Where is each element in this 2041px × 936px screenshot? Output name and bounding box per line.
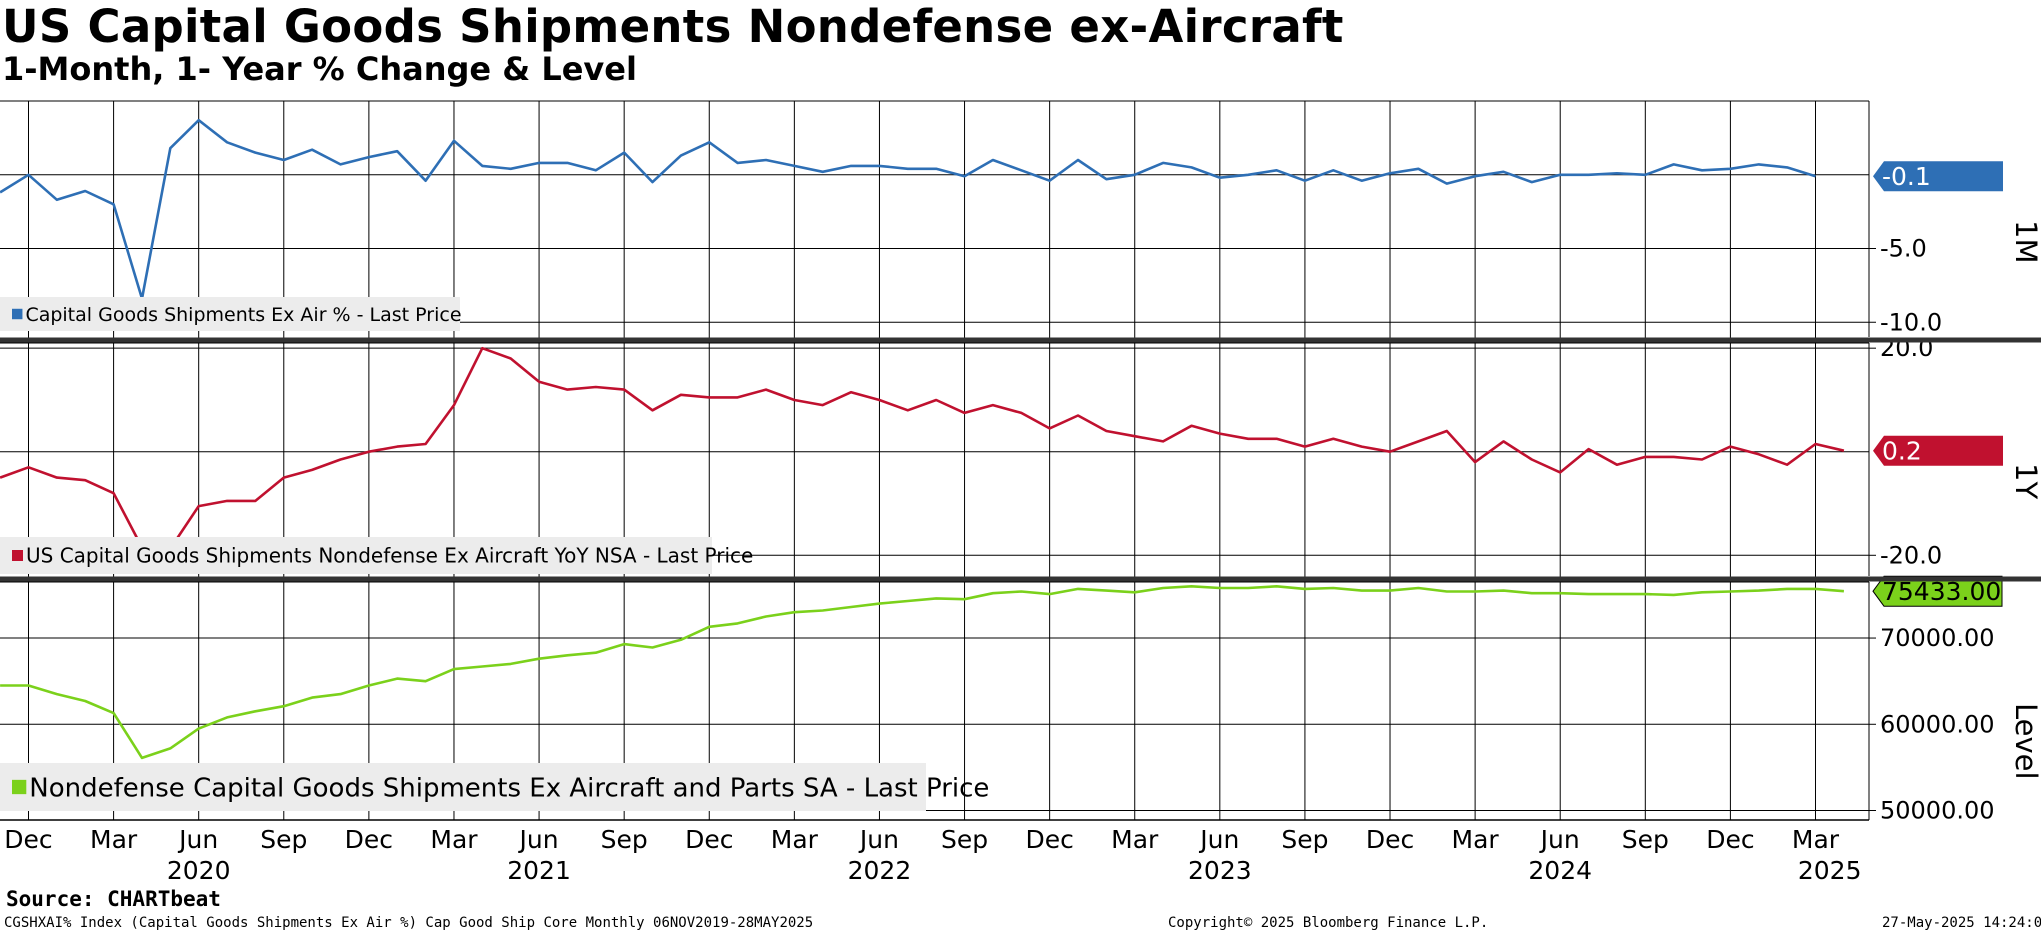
chart-subtitle: 1-Month, 1- Year % Change & Level	[2, 50, 637, 88]
legend-background	[0, 763, 926, 811]
y-tick-label: 70000.00	[1880, 624, 1995, 652]
last-price-marker	[1873, 161, 2003, 192]
legend: Capital Goods Shipments Ex Air % - Last …	[0, 297, 462, 331]
legend-background	[0, 537, 712, 574]
ticker-description: CGSHXAI% Index (Capital Goods Shipments …	[4, 915, 814, 931]
legend-label: Nondefense Capital Goods Shipments Ex Ai…	[29, 773, 989, 803]
x-tick-label: Mar	[1792, 825, 1840, 854]
x-year-label: 2023	[1188, 856, 1252, 885]
y-tick-label: 60000.00	[1880, 710, 1995, 738]
x-tick-label: Jun	[177, 825, 218, 854]
legend: US Capital Goods Shipments Nondefense Ex…	[0, 537, 753, 574]
last-price-value: -0.1	[1882, 162, 1931, 191]
series-line-1m	[0, 118, 1816, 300]
x-tick-label: Sep	[601, 825, 648, 854]
copyright: Copyright© 2025 Bloomberg Finance L.P.	[1168, 915, 1489, 931]
legend-background	[0, 297, 460, 331]
x-year-label: 2024	[1528, 856, 1592, 885]
y-tick-label: -20.0	[1880, 541, 1942, 569]
x-tick-label: Mar	[771, 825, 819, 854]
x-tick-label: Mar	[430, 825, 478, 854]
last-price-tag: -0.1	[1873, 161, 2003, 192]
series-line-level	[0, 584, 1845, 760]
x-tick-label: Dec	[1025, 825, 1073, 854]
y-tick-label: 50000.00	[1880, 797, 1995, 825]
x-year-label: 2020	[167, 856, 231, 885]
x-tick-label: Sep	[260, 825, 307, 854]
x-tick-label: Mar	[1452, 825, 1500, 854]
x-tick-label: Jun	[518, 825, 559, 854]
x-tick-label: Sep	[941, 825, 988, 854]
legend-label: US Capital Goods Shipments Nondefense Ex…	[26, 544, 753, 568]
last-price-tag: 0.2	[1873, 435, 2003, 466]
x-tick-label: Sep	[1281, 825, 1328, 854]
x-tick-label: Sep	[1622, 825, 1669, 854]
panel-label: Level	[2009, 703, 2041, 780]
source-label: Source: CHARTbeat	[6, 887, 221, 911]
legend-swatch	[12, 550, 23, 561]
legend-swatch	[12, 779, 27, 795]
last-price-marker	[1873, 435, 2003, 466]
y-tick-label: -5.0	[1880, 235, 1927, 263]
legend-swatch	[12, 308, 23, 320]
x-tick-label: Jun	[1539, 825, 1580, 854]
x-tick-label: Dec	[1706, 825, 1754, 854]
x-tick-label: Dec	[685, 825, 733, 854]
y-tick-label: -10.0	[1880, 308, 1942, 336]
x-tick-label: Dec	[1366, 825, 1414, 854]
last-price-value: 75433.00	[1882, 577, 2001, 606]
legend: Nondefense Capital Goods Shipments Ex Ai…	[0, 763, 989, 811]
legend-label: Capital Goods Shipments Ex Air % - Last …	[25, 304, 461, 326]
x-year-label: 2022	[848, 856, 912, 885]
x-year-label: 2021	[507, 856, 571, 885]
chart-title: US Capital Goods Shipments Nondefense ex…	[2, 0, 1344, 53]
x-year-label: 2025	[1798, 856, 1862, 885]
x-tick-label: Dec	[345, 825, 393, 854]
x-tick-label: Mar	[90, 825, 138, 854]
last-price-value: 0.2	[1882, 437, 1922, 466]
timestamp: 27-May-2025 14:24:06	[1882, 915, 2041, 931]
panel-label: 1M	[2009, 220, 2041, 263]
panel-label: 1Y	[2009, 463, 2041, 499]
x-tick-label: Jun	[858, 825, 899, 854]
x-tick-label: Mar	[1111, 825, 1159, 854]
series-line-1y	[0, 346, 1845, 550]
x-tick-label: Jun	[1198, 825, 1239, 854]
x-tick-label: Dec	[4, 825, 52, 854]
